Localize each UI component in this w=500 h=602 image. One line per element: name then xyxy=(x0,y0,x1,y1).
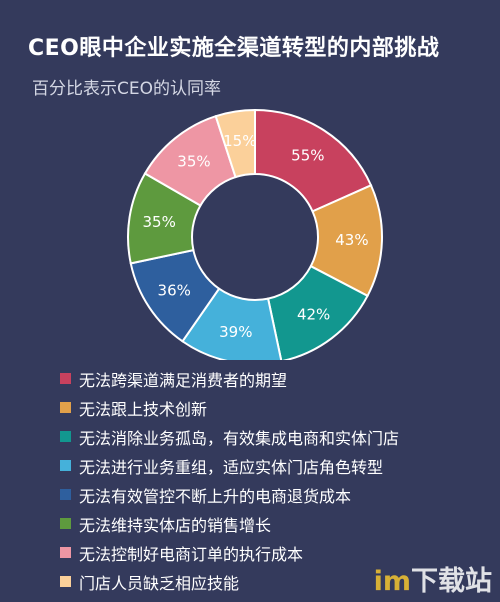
legend-swatch xyxy=(60,576,71,587)
legend-swatch xyxy=(60,373,71,384)
legend-item: 无法控制好电商订单的执行成本 xyxy=(60,538,399,567)
legend-item: 无法消除业务孤岛，有效集成电商和实体门店 xyxy=(60,422,399,451)
slice-value-label: 55% xyxy=(291,147,324,165)
legend-swatch xyxy=(60,460,71,471)
legend-item: 无法跟上技术创新 xyxy=(60,393,399,422)
legend-swatch xyxy=(60,547,71,558)
legend-label: 无法跟上技术创新 xyxy=(79,399,208,419)
donut-slice xyxy=(254,108,373,213)
legend-label: 无法进行业务重组，适应实体门店角色转型 xyxy=(79,457,384,477)
slice-value-label: 42% xyxy=(297,305,330,323)
legend-label: 无法跨渠道满足消费者的期望 xyxy=(79,370,288,390)
legend-label: 门店人员缺乏相应技能 xyxy=(79,573,240,593)
legend-item: 无法进行业务重组，适应实体门店角色转型 xyxy=(60,451,399,480)
donut-slice xyxy=(214,108,256,179)
slice-value-label: 39% xyxy=(219,323,252,341)
slice-value-label: 35% xyxy=(177,153,210,171)
donut-chart: 55% 43% 42% 39% 36% 35% 35% 15% xyxy=(127,108,383,360)
legend-label: 无法有效管控不断上升的电商退货成本 xyxy=(79,486,352,506)
legend-item: 无法维持实体店的销售增长 xyxy=(60,509,399,538)
slice-value-label: 15% xyxy=(223,132,256,150)
legend-item: 门店人员缺乏相应技能 xyxy=(60,567,399,596)
legend-label: 无法消除业务孤岛，有效集成电商和实体门店 xyxy=(79,428,400,448)
chart-title: CEO眼中企业实施全渠道转型的内部挑战 xyxy=(28,36,440,61)
legend-swatch xyxy=(60,518,71,529)
chart-subtitle: 百分比表示CEO的认同率 xyxy=(32,79,221,99)
legend-item: 无法有效管控不断上升的电商退货成本 xyxy=(60,480,399,509)
watermark-logo: im下载站 xyxy=(373,566,492,597)
legend-swatch xyxy=(60,402,71,413)
donut-slice xyxy=(266,264,369,360)
legend-swatch xyxy=(60,431,71,442)
slice-value-label: 43% xyxy=(335,231,368,249)
legend-label: 无法维持实体店的销售增长 xyxy=(79,515,272,535)
slice-value-label: 35% xyxy=(143,213,176,231)
legend-item: 无法跨渠道满足消费者的期望 xyxy=(60,364,399,393)
slice-value-label: 36% xyxy=(158,282,191,300)
legend-swatch xyxy=(60,489,71,500)
legend-label: 无法控制好电商订单的执行成本 xyxy=(79,544,304,564)
chart-legend: 无法跨渠道满足消费者的期望 无法跟上技术创新无法消除业务孤岛，有效集成电商和实体门… xyxy=(60,364,399,596)
